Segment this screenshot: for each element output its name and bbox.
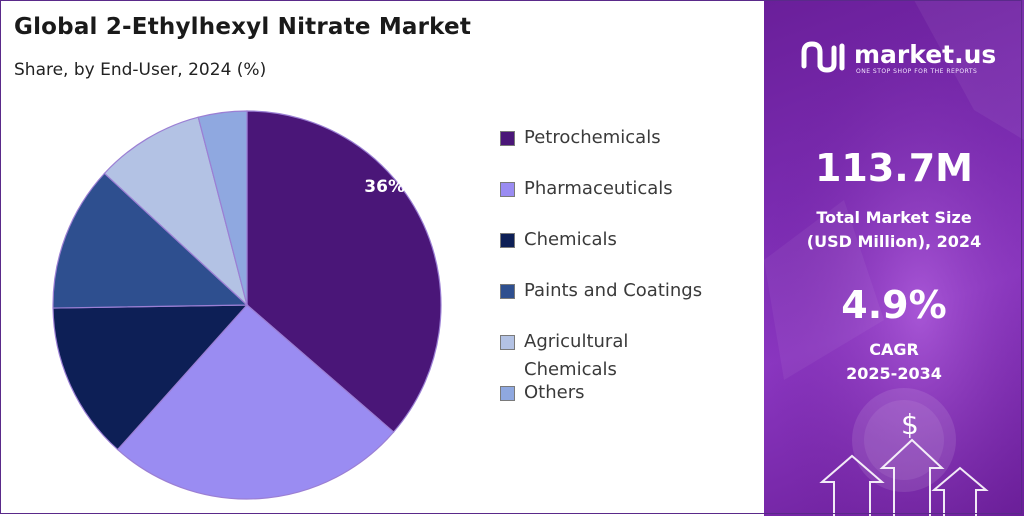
pie-slice-chemicals (52, 304, 249, 451)
legend-label: Others (524, 382, 585, 403)
chart-title: Global 2-Ethylhexyl Nitrate Market (14, 14, 472, 40)
legend-swatch-others (500, 386, 515, 401)
legend-label: Agricultural Chemicals (524, 331, 629, 380)
pie-slice-others (197, 110, 248, 306)
pie-slice-petrochemicals (246, 110, 442, 433)
legend-swatch-petrochemicals (500, 131, 515, 146)
cagr-label-line1: CAGR (869, 340, 919, 359)
pie-slice-agricultural-chemicals (103, 116, 249, 307)
legend-label: Chemicals (524, 229, 617, 250)
market-size-value: 113.7M (814, 146, 973, 190)
legend-swatch-paints-and-coatings (500, 284, 515, 299)
legend-swatch-agricultural-chemicals (500, 335, 515, 350)
legend-label: Pharmaceuticals (524, 178, 673, 199)
pie-slice-paints-and-coatings (52, 172, 249, 309)
chart-subtitle: Share, by End-User, 2024 (%) (14, 60, 267, 80)
cagr-label: CAGR 2025-2034 (764, 338, 1024, 386)
market-size-label-line1: Total Market Size (816, 208, 972, 227)
pie-chart: 36% (52, 110, 442, 500)
legend-label: Paints and Coatings (524, 280, 703, 301)
pie-data-label: 36% (364, 177, 405, 197)
background-decoration (764, 0, 1024, 516)
legend-swatch-pharmaceuticals (500, 182, 515, 197)
legend-label: Petrochemicals (524, 127, 661, 148)
brand-tagline: ONE STOP SHOP FOR THE REPORTS (856, 68, 978, 75)
brand-logo: market.us ONE STOP SHOP FOR THE REPORTS (798, 38, 1008, 78)
dollar-icon: $ (901, 408, 919, 441)
legend-swatch-chemicals (500, 233, 515, 248)
pie-slice-pharmaceuticals (116, 304, 395, 500)
market-us-logo-icon (801, 41, 845, 73)
chart-panel: Global 2-Ethylhexyl Nitrate Market Share… (14, 14, 703, 500)
brand-name: market.us (854, 40, 997, 69)
cagr-label-line2: 2025-2034 (846, 364, 942, 383)
summary-sidebar: market.us ONE STOP SHOP FOR THE REPORTS … (764, 0, 1024, 516)
market-size-label-line2: (USD Million), 2024 (806, 232, 982, 251)
market-size-label: Total Market Size (USD Million), 2024 (764, 206, 1024, 254)
cagr-value: 4.9% (841, 283, 947, 327)
